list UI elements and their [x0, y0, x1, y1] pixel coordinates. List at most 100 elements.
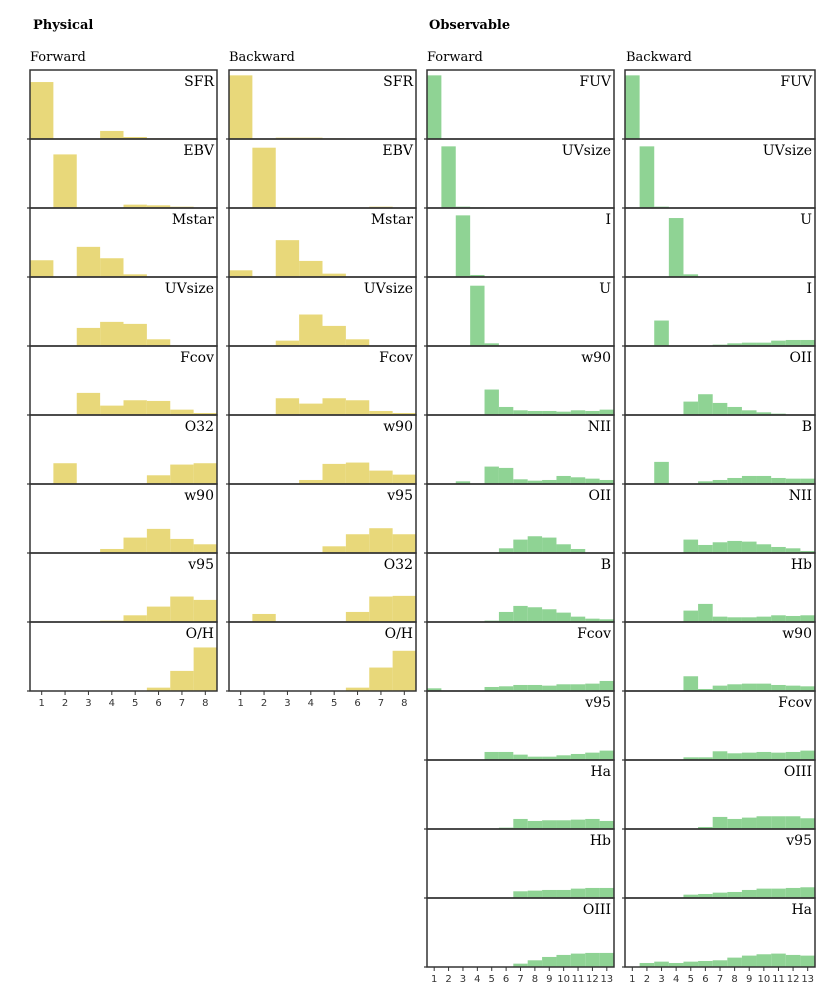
bar: [146, 687, 171, 691]
bar: [100, 405, 124, 415]
bar: [123, 204, 147, 208]
bar: [570, 616, 586, 622]
column-title-observable-backward: Backward: [626, 50, 692, 65]
bar: [683, 610, 699, 622]
bar: [527, 820, 543, 829]
panel-observable-forward-7: OII: [424, 483, 615, 554]
bar: [585, 952, 600, 967]
x-tick-label: 5: [331, 698, 337, 709]
bar: [800, 686, 815, 691]
x-tick-label: 4: [109, 698, 115, 709]
bar: [727, 617, 742, 622]
bar: [668, 962, 684, 967]
panel-physical-forward-4: UVsize: [27, 276, 218, 347]
panel-label: Fcov: [577, 626, 611, 642]
bar: [599, 479, 614, 484]
panel-observable-forward-3: I: [424, 207, 615, 278]
bar: [683, 676, 699, 691]
bar: [369, 410, 393, 415]
section-title-physical: Physical: [33, 18, 94, 33]
bar: [345, 462, 370, 484]
bar: [170, 670, 194, 691]
panel-observable-backward-11: OIII: [622, 759, 816, 830]
bar: [683, 757, 699, 760]
bar: [513, 891, 528, 898]
bar: [570, 888, 586, 898]
bar: [345, 687, 370, 691]
panel-observable-backward-7: NII: [622, 483, 816, 554]
bar: [771, 888, 786, 898]
bar: [712, 479, 728, 484]
bar: [599, 409, 614, 415]
bar: [785, 954, 801, 967]
bar: [427, 75, 442, 139]
bar: [771, 684, 786, 691]
x-tick-label: 3: [658, 974, 664, 985]
bar: [484, 343, 499, 346]
bar: [146, 606, 171, 622]
bar: [556, 544, 571, 553]
bar: [800, 339, 815, 346]
bar: [527, 960, 543, 967]
bar: [599, 619, 614, 622]
bar: [527, 410, 543, 415]
bar: [369, 528, 393, 553]
bar: [800, 478, 815, 484]
bar: [570, 684, 586, 691]
bar: [800, 955, 815, 967]
panel-observable-backward-1: FUV: [622, 69, 816, 140]
x-tick-label: 2: [644, 974, 650, 985]
bar: [484, 751, 499, 760]
bar: [756, 683, 772, 691]
x-tick-label: 5: [489, 974, 495, 985]
bar: [756, 954, 772, 967]
bar: [527, 480, 543, 484]
bar: [542, 820, 557, 829]
panel-label: Ha: [590, 764, 611, 780]
bar: [369, 667, 393, 691]
panel-observable-forward-9: Fcov: [424, 621, 615, 692]
panel-frame: [426, 828, 615, 899]
x-tick-label: 13: [801, 974, 814, 985]
bar: [193, 647, 218, 691]
bar: [484, 686, 499, 691]
bar: [756, 888, 772, 898]
bar: [727, 343, 742, 346]
bar: [712, 892, 728, 898]
bar: [252, 613, 276, 622]
bar: [542, 410, 557, 415]
panel-label: O/H: [385, 626, 413, 642]
bar: [345, 534, 370, 553]
x-tick-label: 4: [474, 974, 480, 985]
x-tick-label: 11: [572, 974, 585, 985]
bar: [299, 260, 323, 277]
bar: [727, 818, 742, 829]
bar: [170, 464, 194, 484]
bar: [513, 963, 528, 967]
bar: [727, 540, 742, 553]
panel-label: UVsize: [364, 281, 413, 297]
bar: [800, 615, 815, 622]
bar: [556, 612, 571, 622]
panel-label: Fcov: [180, 350, 214, 366]
x-tick-label: 3: [85, 698, 91, 709]
bar: [785, 685, 801, 691]
x-tick-label: 1: [39, 698, 45, 709]
x-tick-label: 8: [731, 974, 737, 985]
x-tick-label: 2: [261, 698, 267, 709]
panel-label: OII: [789, 350, 812, 366]
panel-frame: [426, 414, 615, 485]
panel-observable-forward-10: v95: [424, 690, 615, 761]
column-title-physical-backward: Backward: [229, 50, 295, 65]
panel-physical-forward-3: Mstar: [27, 207, 218, 278]
bar: [470, 274, 485, 277]
bar: [698, 688, 713, 691]
bar: [53, 154, 77, 208]
bar: [275, 398, 300, 415]
x-tick-label: 6: [354, 698, 360, 709]
bar: [542, 537, 557, 553]
bar: [756, 544, 772, 553]
bar: [556, 684, 571, 691]
bar: [570, 953, 586, 967]
